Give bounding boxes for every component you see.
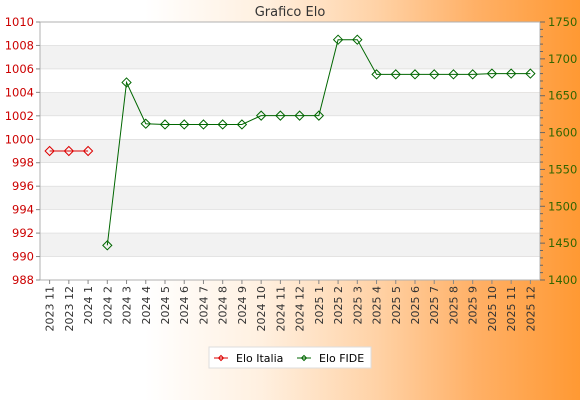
left-y-axis: 1010 1008 1006 1004 1002 1000 998 996 994 992 990 9… [5, 15, 40, 287]
data-point [294, 110, 305, 121]
chart-title: Grafico Elo [255, 5, 326, 20]
x-tick-label: 2023 12 [63, 286, 76, 332]
plot-frame [39, 21, 541, 281]
x-tick-label: 2025 7 [428, 286, 441, 325]
plot-background-bands [40, 22, 540, 280]
data-point [332, 34, 344, 45]
x-tick-label: 2025 12 [524, 286, 537, 332]
data-point [255, 110, 267, 121]
x-tick-label: 2025 10 [486, 286, 499, 332]
x-tick-label: 2025 4 [371, 286, 384, 325]
x-tick-label: 2024 10 [255, 286, 268, 332]
right-tick-label: 1650 [548, 89, 577, 103]
right-tick-label: 1550 [548, 162, 577, 176]
data-point [217, 119, 228, 130]
series-line-1 [106, 39, 531, 246]
x-tick-label: 2024 9 [236, 286, 249, 325]
data-point [44, 145, 55, 157]
legend-label: Elo FIDE [319, 352, 364, 365]
right-tick-label: 1450 [548, 236, 577, 250]
legend-marker [217, 354, 225, 362]
left-tick-label: 1010 [5, 15, 34, 29]
right-y-axis: 1750 1700 1650 1600 1550 1500 1450 1400 [540, 15, 577, 287]
left-tick-label: 990 [12, 250, 34, 264]
x-tick-label: 2025 2 [332, 286, 345, 325]
data-point [486, 68, 498, 79]
left-tick-label: 1004 [5, 85, 34, 99]
left-tick-label: 1008 [5, 38, 34, 52]
x-tick-label: 2025 9 [467, 286, 480, 325]
data-point [448, 69, 459, 80]
x-tick-label: 2024 12 [294, 286, 307, 332]
legend-marker [300, 354, 308, 362]
plot-band [40, 233, 540, 257]
plot-band [40, 45, 540, 69]
x-tick-label: 2024 6 [178, 286, 191, 325]
data-point [198, 119, 209, 130]
plot-band [40, 139, 540, 163]
left-tick-label: 994 [12, 203, 34, 217]
data-point [352, 34, 363, 45]
legend-label: Elo Italia [236, 352, 283, 365]
data-point [409, 69, 421, 80]
data-point [390, 69, 401, 80]
data-point [121, 77, 132, 88]
x-tick-label: 2024 8 [217, 286, 230, 325]
data-point [371, 69, 382, 80]
series-layer [44, 34, 536, 251]
data-point [505, 68, 517, 79]
legend: Elo Italia Elo FIDE [208, 346, 372, 369]
x-tick-label: 2024 11 [274, 286, 287, 332]
plot-band [40, 115, 540, 140]
x-tick-label: 2025 3 [351, 286, 364, 325]
x-tick-label: 2025 1 [313, 286, 326, 325]
x-tick-label: 2024 2 [101, 286, 114, 325]
x-tick-label: 2023 11 [44, 286, 57, 332]
x-axis: 2023 11 2023 12 2024 1 2024 2 2024 3 2024 4 20… [44, 280, 537, 332]
plot-band [40, 162, 540, 187]
left-tick-label: 1006 [5, 62, 34, 76]
plot-band [40, 68, 540, 93]
left-tick-label: 992 [12, 226, 34, 240]
left-tick-label: 988 [12, 273, 34, 287]
right-tick-label: 1700 [548, 52, 577, 66]
data-point [179, 119, 190, 130]
x-tick-label: 2025 6 [409, 286, 422, 325]
left-tick-label: 1002 [5, 109, 34, 123]
x-tick-label: 2024 1 [82, 286, 95, 325]
x-tick-label: 2025 8 [447, 286, 460, 325]
right-tick-label: 1750 [548, 15, 577, 29]
data-point [102, 240, 113, 251]
plot-band [40, 186, 540, 210]
data-point [82, 145, 94, 157]
data-point [525, 68, 536, 79]
data-point [467, 69, 478, 80]
data-point [159, 119, 171, 130]
right-tick-label: 1400 [548, 273, 577, 287]
data-point [140, 118, 151, 129]
data-point [275, 110, 286, 121]
x-tick-label: 2024 7 [197, 286, 210, 325]
x-tick-label: 2024 4 [140, 286, 153, 325]
data-point [313, 110, 325, 121]
plot-band [40, 92, 540, 116]
x-tick-label: 2025 5 [390, 286, 403, 325]
right-tick-label: 1500 [548, 199, 577, 213]
right-tick-label: 1600 [548, 126, 577, 140]
plot-band [40, 209, 540, 234]
data-point [63, 145, 75, 157]
data-point [236, 119, 248, 130]
x-tick-label: 2025 11 [505, 286, 518, 332]
left-tick-label: 996 [12, 179, 34, 193]
data-point [429, 69, 440, 80]
legend-box [208, 346, 372, 369]
plot-band [40, 256, 540, 280]
left-tick-label: 998 [12, 156, 34, 170]
plot-band [40, 22, 540, 46]
x-tick-label: 2024 3 [121, 286, 134, 325]
left-tick-label: 1000 [5, 132, 34, 146]
x-tick-label: 2024 5 [159, 286, 172, 325]
